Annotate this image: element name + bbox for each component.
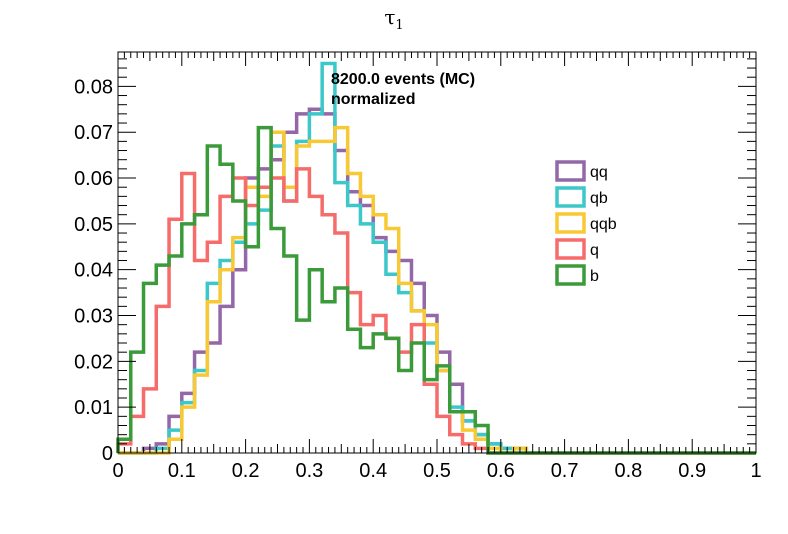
legend-label-b: b — [590, 268, 599, 285]
y-tick-label: 0.08 — [74, 76, 113, 98]
x-tick-label: 0.5 — [423, 460, 451, 482]
legend-swatch-qqb — [555, 212, 586, 234]
x-tick-label: 0.6 — [487, 460, 515, 482]
x-tick-label: 0.2 — [232, 460, 260, 482]
y-tick-label: 0.05 — [74, 214, 113, 236]
legend-swatch-q — [555, 238, 586, 260]
x-tick-label: 0.3 — [295, 460, 323, 482]
legend-label-qq: qq — [590, 164, 608, 181]
series-q-histogram — [116, 167, 756, 455]
y-tick-label: 0 — [102, 443, 113, 465]
y-tick-label: 0.01 — [74, 397, 113, 419]
x-tick-label: 0.8 — [614, 460, 642, 482]
normalized-annotation: normalized — [331, 91, 415, 108]
y-tick-label: 0.06 — [74, 168, 113, 190]
series-layer — [116, 61, 756, 455]
legend-swatch-qb — [555, 186, 586, 208]
y-tick-label: 0.03 — [74, 306, 113, 328]
x-tick-label: 0.1 — [168, 460, 196, 482]
x-tick-label: 0 — [112, 460, 123, 482]
legend-label-qqb: qqb — [590, 216, 617, 233]
x-tick-label: 0.4 — [359, 460, 387, 482]
y-tick-label: 0.07 — [74, 122, 113, 144]
legend-label-q: q — [590, 242, 599, 259]
legend-swatch-qq — [555, 160, 586, 182]
y-tick-label: 0.02 — [74, 351, 113, 373]
chart-title: τ1 — [384, 5, 403, 33]
x-tick-label: 1 — [750, 460, 761, 482]
chart-title-main: τ — [384, 5, 395, 29]
y-tick-label: 0.04 — [74, 260, 113, 282]
x-tick-label: 0.9 — [678, 460, 706, 482]
legend-swatch-b — [555, 264, 586, 286]
events-annotation: 8200.0 events (MC) — [331, 71, 475, 88]
x-tick-label: 0.7 — [551, 460, 579, 482]
y-axis: 0 0.01 0.02 0.03 0.04 0.05 0.06 0.07 0.08 — [74, 58, 756, 465]
chart-title-subscript: 1 — [395, 18, 403, 33]
x-axis: 0 0.1 0.2 0.3 0.4 0.5 0.6 0.7 0.8 0.9 1 — [112, 52, 762, 482]
legend-label-qb: qb — [590, 190, 608, 207]
